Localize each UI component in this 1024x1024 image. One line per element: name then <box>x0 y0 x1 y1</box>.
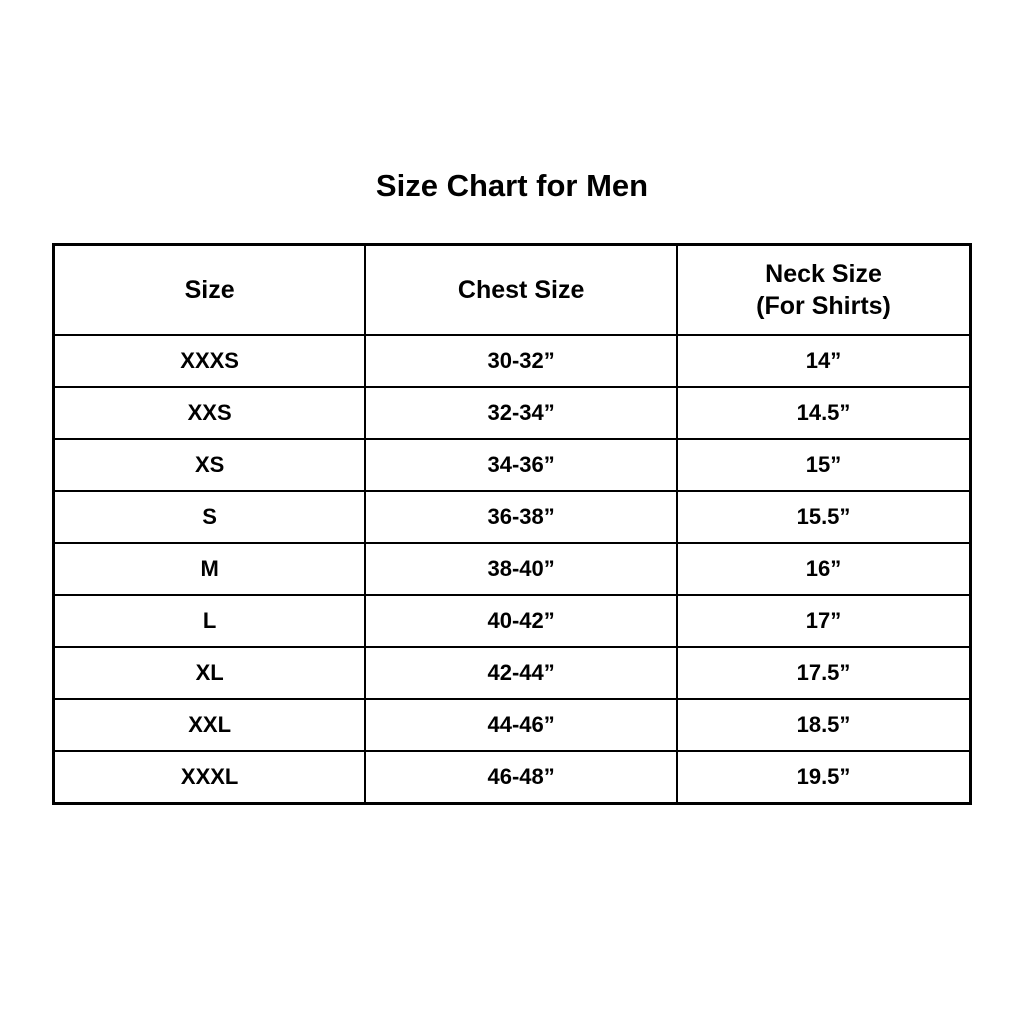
size-cell: S <box>52 490 367 544</box>
size-cell: XXL <box>52 698 367 752</box>
neck-size-cell: 16” <box>676 542 972 596</box>
table-row: XXL 44-46” 18.5” <box>52 698 972 752</box>
size-chart-table: Size Chest Size Neck Size (For Shirts) X… <box>52 243 972 805</box>
size-cell: XL <box>52 646 367 700</box>
neck-size-cell: 19.5” <box>676 750 972 805</box>
size-cell: XXS <box>52 386 367 440</box>
size-cell: XXXL <box>52 750 367 805</box>
neck-size-cell: 14” <box>676 334 972 388</box>
chest-size-cell: 34-36” <box>364 438 679 492</box>
chest-size-cell: 42-44” <box>364 646 679 700</box>
table-row: L 40-42” 17” <box>52 594 972 648</box>
table-row: XXXL 46-48” 19.5” <box>52 750 972 805</box>
size-cell: L <box>52 594 367 648</box>
neck-size-cell: 15.5” <box>676 490 972 544</box>
neck-size-cell: 15” <box>676 438 972 492</box>
chest-size-cell: 46-48” <box>364 750 679 805</box>
size-cell: M <box>52 542 367 596</box>
size-cell: XS <box>52 438 367 492</box>
size-cell: XXXS <box>52 334 367 388</box>
header-size: Size <box>52 243 367 336</box>
chest-size-cell: 30-32” <box>364 334 679 388</box>
chest-size-cell: 40-42” <box>364 594 679 648</box>
table-row: XXS 32-34” 14.5” <box>52 386 972 440</box>
table-row: XS 34-36” 15” <box>52 438 972 492</box>
page-title: Size Chart for Men <box>375 168 649 203</box>
chest-size-cell: 36-38” <box>364 490 679 544</box>
neck-size-cell: 17.5” <box>676 646 972 700</box>
chest-size-cell: 32-34” <box>364 386 679 440</box>
neck-size-cell: 14.5” <box>676 386 972 440</box>
header-chest-size: Chest Size <box>364 243 679 336</box>
table-row: S 36-38” 15.5” <box>52 490 972 544</box>
table-row: M 38-40” 16” <box>52 542 972 596</box>
chest-size-cell: 44-46” <box>364 698 679 752</box>
neck-size-cell: 18.5” <box>676 698 972 752</box>
neck-size-cell: 17” <box>676 594 972 648</box>
header-row: Size Chest Size Neck Size (For Shirts) <box>52 243 972 336</box>
chest-size-cell: 38-40” <box>364 542 679 596</box>
size-table-body: XXXS 30-32” 14” XXS 32-34” 14.5” XS 34-36” 15” S 3… <box>52 334 972 805</box>
table-row: XL 42-44” 17.5” <box>52 646 972 700</box>
table-row: XXXS 30-32” 14” <box>52 334 972 388</box>
header-neck-size: Neck Size (For Shirts) <box>676 243 972 336</box>
